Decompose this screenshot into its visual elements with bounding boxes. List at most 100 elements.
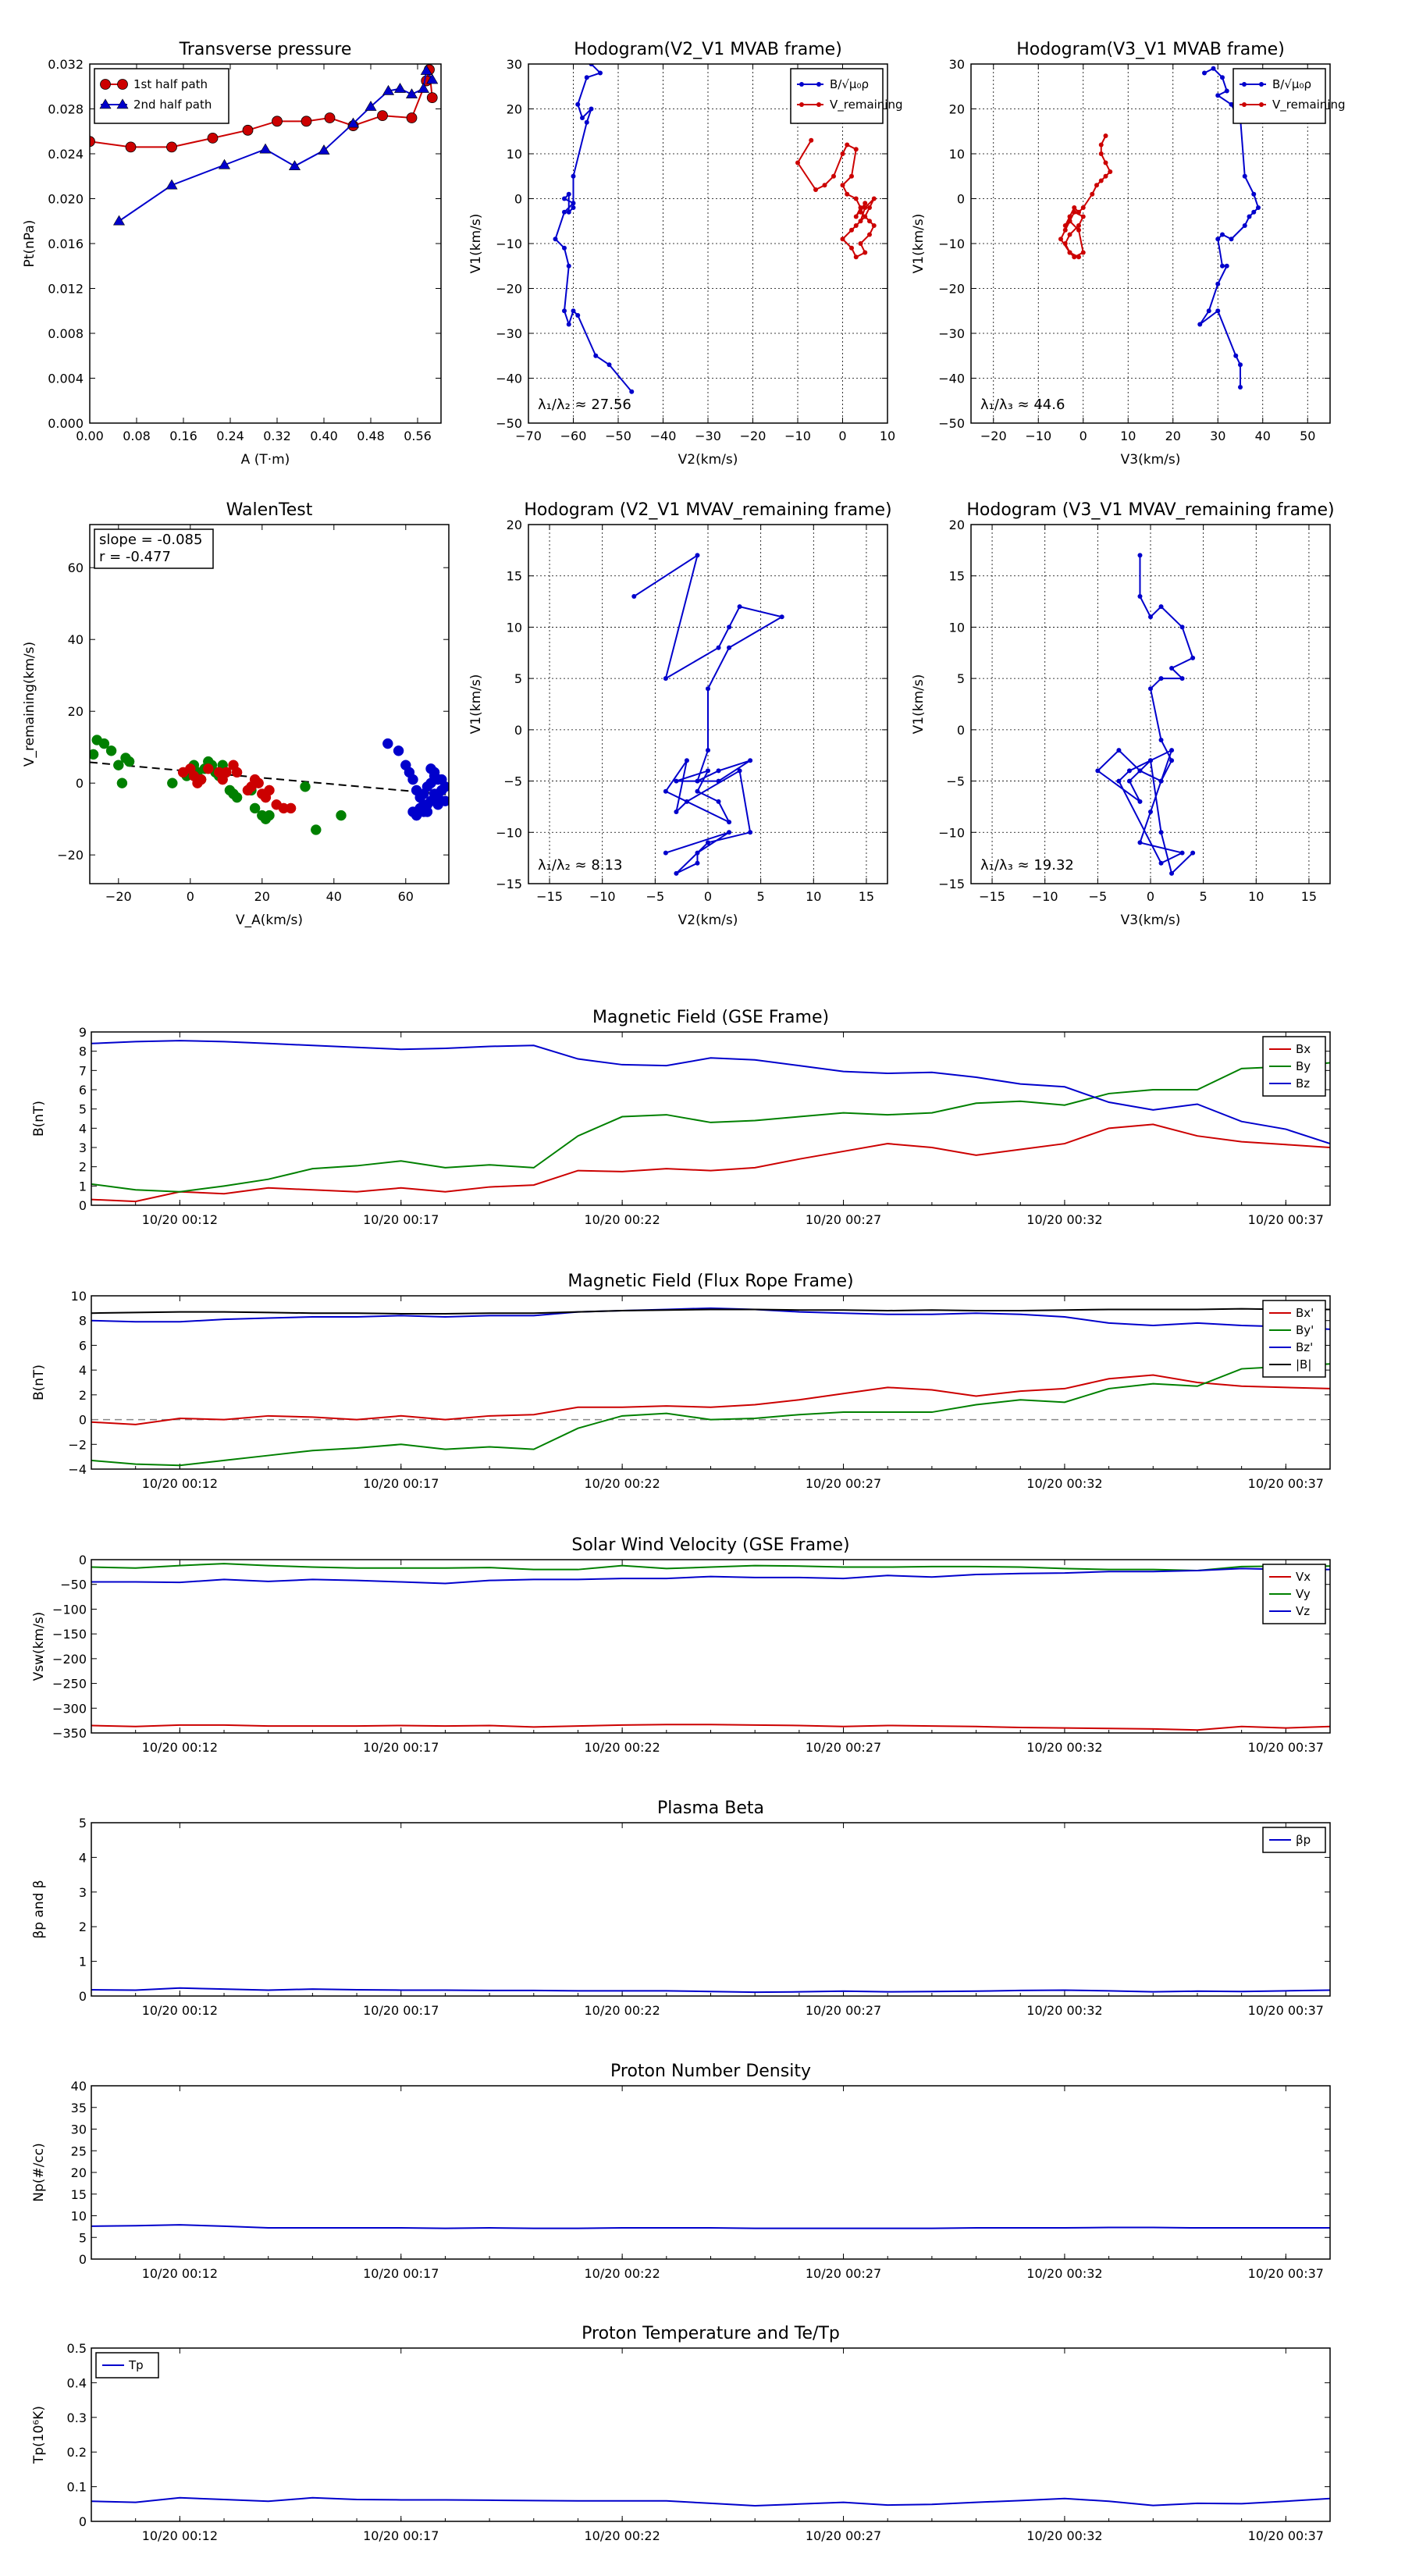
x-tick-label: 10/20 00:12 xyxy=(142,2003,218,2018)
x-tick-label: 0 xyxy=(704,889,712,904)
data-point xyxy=(674,870,679,876)
data-point xyxy=(253,777,264,788)
data-point xyxy=(716,799,721,804)
y-tick-label: −10 xyxy=(496,825,522,840)
x-tick-label: 10/20 00:17 xyxy=(363,2266,439,2281)
data-point xyxy=(1137,594,1143,599)
data-point xyxy=(439,795,449,806)
y-tick-label: 0 xyxy=(76,776,84,791)
plot-frame xyxy=(528,524,888,884)
data-point xyxy=(566,209,571,215)
data-point xyxy=(674,778,679,784)
data-point xyxy=(1062,241,1068,246)
stats-box xyxy=(94,528,214,569)
data-point xyxy=(737,768,742,774)
y-tick-label: 20 xyxy=(949,518,965,532)
y-tick-label: 0 xyxy=(79,1553,87,1567)
x-tick-label: 10/20 00:22 xyxy=(584,2528,660,2543)
x-tick-label: 40 xyxy=(326,889,342,904)
data-point xyxy=(629,389,635,394)
data-point xyxy=(853,196,859,201)
y-tick-label: 0.016 xyxy=(48,237,84,251)
data-point xyxy=(863,205,868,210)
data-point xyxy=(695,778,700,784)
legend-label: By xyxy=(1296,1059,1311,1073)
series-line-3 xyxy=(91,1308,1330,1315)
data-point xyxy=(1126,768,1132,774)
data-point xyxy=(417,83,430,93)
ratio-annotation: λ₁/λ₂ ≈ 8.13 xyxy=(538,857,622,873)
data-point xyxy=(1116,748,1122,753)
stats-line: r = -0.477 xyxy=(99,549,171,565)
chart-ts_np: 0 5 10 15 20 25 30 35 40 10/20 00:12 10/20 00:17 10… xyxy=(31,2062,1331,2281)
x-tick-label: 10/20 00:12 xyxy=(142,2266,218,2281)
data-point xyxy=(1251,191,1257,197)
y-tick-label: 10 xyxy=(949,147,965,162)
x-tick-label: 10/20 00:32 xyxy=(1026,2003,1102,2018)
data-point xyxy=(809,137,814,143)
y-tick-label: 0.012 xyxy=(48,282,84,297)
chart-walen: −20 0 20 40 60 −20 0 20 40 60 WalenTest V_A(km/s) V_… xyxy=(22,500,450,928)
data-point xyxy=(1197,322,1203,327)
y-tick-label: 0 xyxy=(79,1198,87,1213)
data-point xyxy=(1242,173,1247,179)
data-point xyxy=(571,201,576,206)
y-tick-label: −15 xyxy=(938,877,965,891)
x-tick-label: 10/20 00:12 xyxy=(142,1212,218,1227)
x-tick-label: 15 xyxy=(1301,889,1317,904)
data-point xyxy=(737,604,742,610)
x-tick-label: 10/20 00:37 xyxy=(1248,2528,1324,2543)
y-tick-label: −20 xyxy=(938,282,965,297)
data-point xyxy=(1080,214,1086,219)
data-layer xyxy=(91,2496,1330,2507)
y-tick-label: 2 xyxy=(79,1388,87,1403)
y-tick-label: 0 xyxy=(514,192,522,207)
plot-frame xyxy=(91,1031,1331,1206)
data-point xyxy=(1095,768,1101,774)
data-point xyxy=(422,806,433,817)
x-tick-label: −20 xyxy=(740,429,767,443)
data-point xyxy=(593,353,599,358)
x-tick-label: 50 xyxy=(1300,429,1315,443)
data-point xyxy=(575,101,581,107)
data-point xyxy=(382,84,395,95)
data-point xyxy=(426,73,439,84)
y-axis-label: V1(km/s) xyxy=(468,674,484,735)
legend-label: 1st half path xyxy=(133,77,208,91)
data-point xyxy=(779,614,784,620)
y-tick-label: 20 xyxy=(507,102,522,117)
data-point xyxy=(125,141,137,153)
y-axis-label: B(nT) xyxy=(31,1364,47,1400)
data-point xyxy=(845,142,850,148)
data-point xyxy=(562,308,567,314)
chart-h1: −70 −60 −50 −40 −30 −20 −10 0 10 −50 −40 −30 −20 −10 0… xyxy=(468,40,903,468)
series-line-0 xyxy=(91,1123,1330,1203)
data-point xyxy=(853,254,859,260)
series-line-0 xyxy=(91,2496,1330,2507)
y-tick-label: 10 xyxy=(507,147,522,162)
data-point xyxy=(1158,738,1164,742)
chart-title: Plasma Beta xyxy=(657,1799,764,1818)
x-tick-label: 10/20 00:27 xyxy=(806,2528,881,2543)
data-point xyxy=(324,112,336,123)
legend-swatch-marker xyxy=(816,82,821,87)
data-point xyxy=(606,362,612,368)
data-point xyxy=(377,110,388,122)
data-point xyxy=(264,809,275,821)
y-tick-label: 0.1 xyxy=(67,2480,87,2495)
data-point xyxy=(695,860,700,866)
y-tick-label: 15 xyxy=(71,2187,87,2202)
stats-line: slope = -0.085 xyxy=(99,532,202,548)
series-line-0 xyxy=(1199,67,1260,387)
series-line-1 xyxy=(91,1062,1330,1193)
x-tick-label: −10 xyxy=(1025,429,1051,443)
x-tick-label: 10/20 00:12 xyxy=(142,1476,218,1491)
series-line-0 xyxy=(1096,555,1194,875)
legend-box xyxy=(94,68,229,124)
data-point xyxy=(695,788,700,794)
y-tick-label: −2 xyxy=(68,1437,87,1452)
data-point xyxy=(393,745,404,756)
x-tick-label: 10/20 00:27 xyxy=(806,1212,881,1227)
